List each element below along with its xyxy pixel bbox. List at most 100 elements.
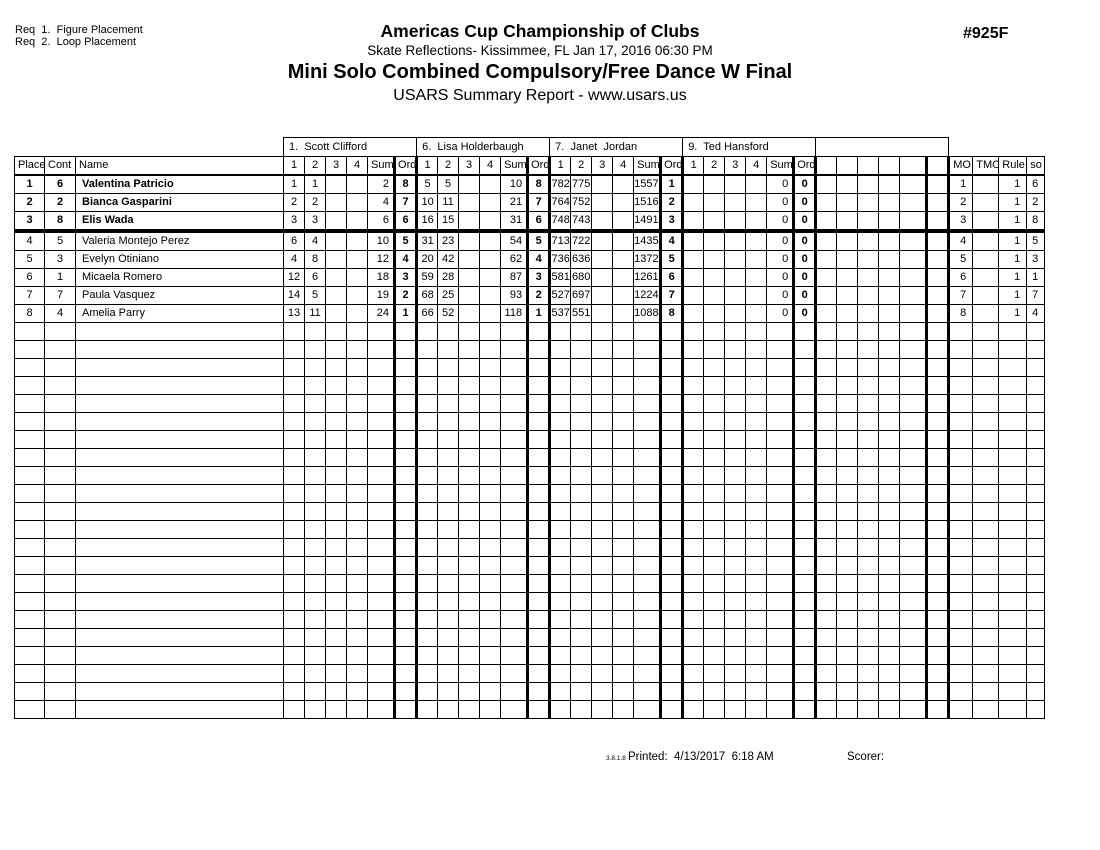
ord-cell xyxy=(526,556,552,575)
ord-cell xyxy=(526,610,552,629)
ord-cell xyxy=(526,592,552,611)
score-cell xyxy=(591,230,614,251)
ord-cell xyxy=(925,502,951,521)
place-cell: 5 xyxy=(14,250,45,269)
tmo-cell xyxy=(972,448,1000,467)
score-cell xyxy=(612,538,635,557)
sum-cell: 1088 xyxy=(633,304,662,323)
score-cell xyxy=(437,592,460,611)
score-cell xyxy=(346,250,369,269)
score-cell xyxy=(283,430,306,449)
score-cell: 6 xyxy=(283,230,306,251)
score-cell xyxy=(570,340,593,359)
sum-cell xyxy=(766,412,795,431)
score-cell xyxy=(325,322,348,341)
ord-cell xyxy=(393,322,419,341)
ord-cell xyxy=(526,628,552,647)
score-cell xyxy=(836,592,859,611)
score-cell: 23 xyxy=(437,230,460,251)
score-cell xyxy=(283,376,306,395)
ord-cell: 5 xyxy=(526,230,552,251)
sum-cell xyxy=(500,376,529,395)
ord-cell xyxy=(659,502,685,521)
ord-cell xyxy=(393,682,419,701)
score-cell xyxy=(325,211,348,233)
ord-cell xyxy=(393,376,419,395)
ord-cell: 7 xyxy=(659,286,685,305)
cont-cell: 3 xyxy=(44,250,76,269)
score-cell xyxy=(878,610,901,629)
score-cell xyxy=(745,340,768,359)
tmo-cell xyxy=(972,556,1000,575)
tmo-cell xyxy=(972,610,1000,629)
score-cell xyxy=(745,394,768,413)
name-cell xyxy=(74,448,285,467)
score-cell xyxy=(682,412,705,431)
sum-cell xyxy=(899,520,928,539)
rule-cell: 1 xyxy=(998,304,1028,323)
score-cell xyxy=(283,682,306,701)
place-cell xyxy=(14,664,45,683)
name-cell xyxy=(74,430,285,449)
score-cell xyxy=(682,211,705,233)
score-cell xyxy=(570,358,593,377)
score-cell xyxy=(458,682,481,701)
score-cell xyxy=(682,592,705,611)
sum-cell xyxy=(500,466,529,485)
ord-cell xyxy=(659,322,685,341)
sum-cell xyxy=(899,646,928,665)
score-cell xyxy=(479,394,502,413)
empty-row xyxy=(14,628,1046,647)
sum-cell xyxy=(367,322,396,341)
score-cell xyxy=(745,484,768,503)
mo-cell: 5 xyxy=(948,250,974,269)
score-cell xyxy=(878,574,901,593)
score-cell xyxy=(815,322,838,341)
name-cell xyxy=(74,592,285,611)
score-cell xyxy=(724,286,747,305)
score-cell xyxy=(304,358,327,377)
score-cell xyxy=(437,430,460,449)
col-header: 4 xyxy=(479,156,502,176)
tmo-cell xyxy=(972,646,1000,665)
score-cell xyxy=(549,430,572,449)
score-cell xyxy=(878,646,901,665)
score-cell xyxy=(325,230,348,251)
name-cell xyxy=(74,358,285,377)
score-cell: 12 xyxy=(283,268,306,287)
score-cell xyxy=(703,376,726,395)
rule-cell xyxy=(998,610,1028,629)
ord-cell xyxy=(925,466,951,485)
ord-cell: 1 xyxy=(659,174,685,194)
mo-cell: 7 xyxy=(948,286,974,305)
score-cell xyxy=(836,193,859,212)
score-cell xyxy=(283,412,306,431)
rule-cell xyxy=(998,466,1028,485)
score-cell xyxy=(283,592,306,611)
score-cell xyxy=(325,358,348,377)
sum-cell xyxy=(899,304,928,323)
sum-cell xyxy=(367,646,396,665)
ord-cell xyxy=(925,304,951,323)
score-cell: 31 xyxy=(416,230,439,251)
ord-cell: 2 xyxy=(526,286,552,305)
score-cell xyxy=(325,502,348,521)
score-cell xyxy=(458,193,481,212)
cont-cell: 7 xyxy=(44,286,76,305)
score-cell xyxy=(815,193,838,212)
score-cell xyxy=(570,682,593,701)
score-cell xyxy=(437,358,460,377)
ord-cell xyxy=(393,610,419,629)
score-cell: 3 xyxy=(283,211,306,233)
score-cell xyxy=(591,304,614,323)
empty-row xyxy=(14,466,1046,485)
score-cell xyxy=(857,520,880,539)
sum-cell xyxy=(633,448,662,467)
tmo-cell xyxy=(972,682,1000,701)
ord-cell xyxy=(925,610,951,629)
score-cell xyxy=(283,664,306,683)
score-cell xyxy=(878,250,901,269)
score-cell xyxy=(325,304,348,323)
name-cell xyxy=(74,538,285,557)
rule-cell xyxy=(998,376,1028,395)
